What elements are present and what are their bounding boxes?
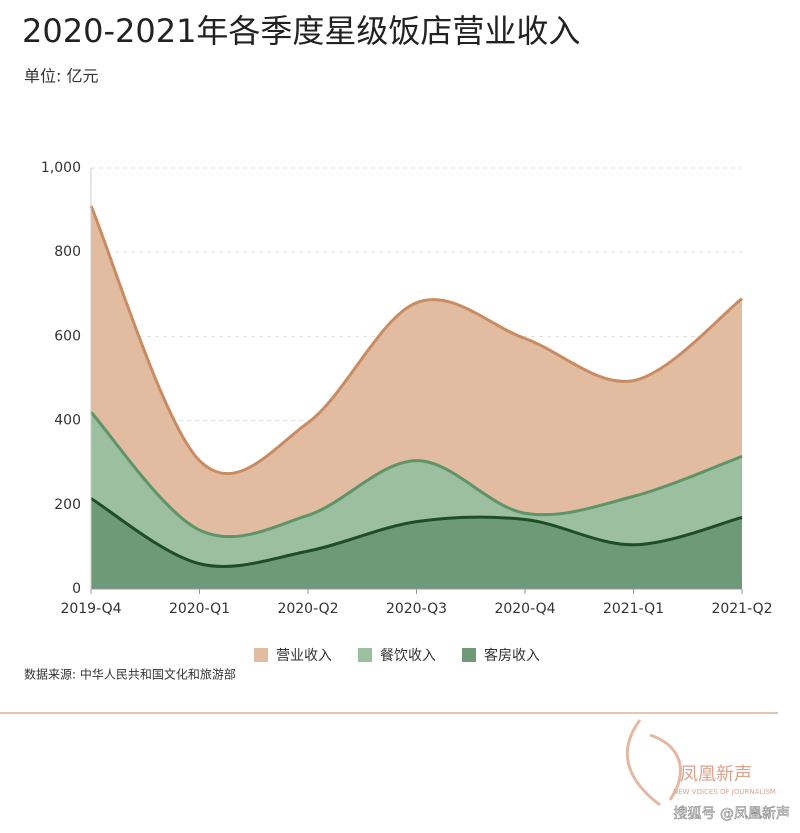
x-tick-label: 2020-Q1: [169, 601, 230, 617]
watermark-tagline: NEW VOICES OF JOURNALISM: [673, 788, 776, 796]
subtitle: 单位: 亿元: [24, 67, 98, 86]
y-tick-label: 200: [54, 497, 81, 513]
x-tick-label: 2019-Q4: [60, 601, 121, 617]
x-tick-label: 2020-Q3: [386, 601, 447, 617]
watermark-credit: 搜狐号 @凤凰新声: [674, 806, 790, 822]
y-tick-label: 0: [72, 581, 81, 597]
legend-label: 餐饮收入: [380, 648, 436, 664]
y-tick-label: 1,000: [41, 160, 81, 176]
area: [91, 498, 742, 589]
x-tick-label: 2020-Q2: [277, 601, 338, 617]
x-tick-label: 2021-Q2: [711, 601, 772, 617]
legend-swatch: [358, 648, 372, 662]
legend-label: 客房收入: [484, 647, 540, 664]
chart-title: 2020-2021年各季度星级饭店营业收入: [22, 12, 580, 50]
line: [89, 205, 743, 476]
line: [90, 497, 743, 568]
y-tick-label: 600: [54, 328, 81, 344]
x-tick-label: 2021-Q1: [603, 601, 664, 617]
legend-swatch: [462, 648, 476, 662]
area: [91, 205, 742, 589]
legend-label: 营业收入: [276, 648, 332, 664]
watermark-brand: 凤凰新声: [680, 764, 752, 785]
source: 数据来源: 中华人民共和国文化和旅游部: [24, 667, 236, 682]
x-tick-label: 2020-Q4: [494, 601, 555, 617]
line: [89, 411, 743, 539]
y-tick-label: 800: [54, 244, 81, 260]
logo-icon: [625, 719, 682, 807]
legend-swatch: [254, 648, 268, 662]
y-tick-label: 400: [54, 413, 81, 429]
